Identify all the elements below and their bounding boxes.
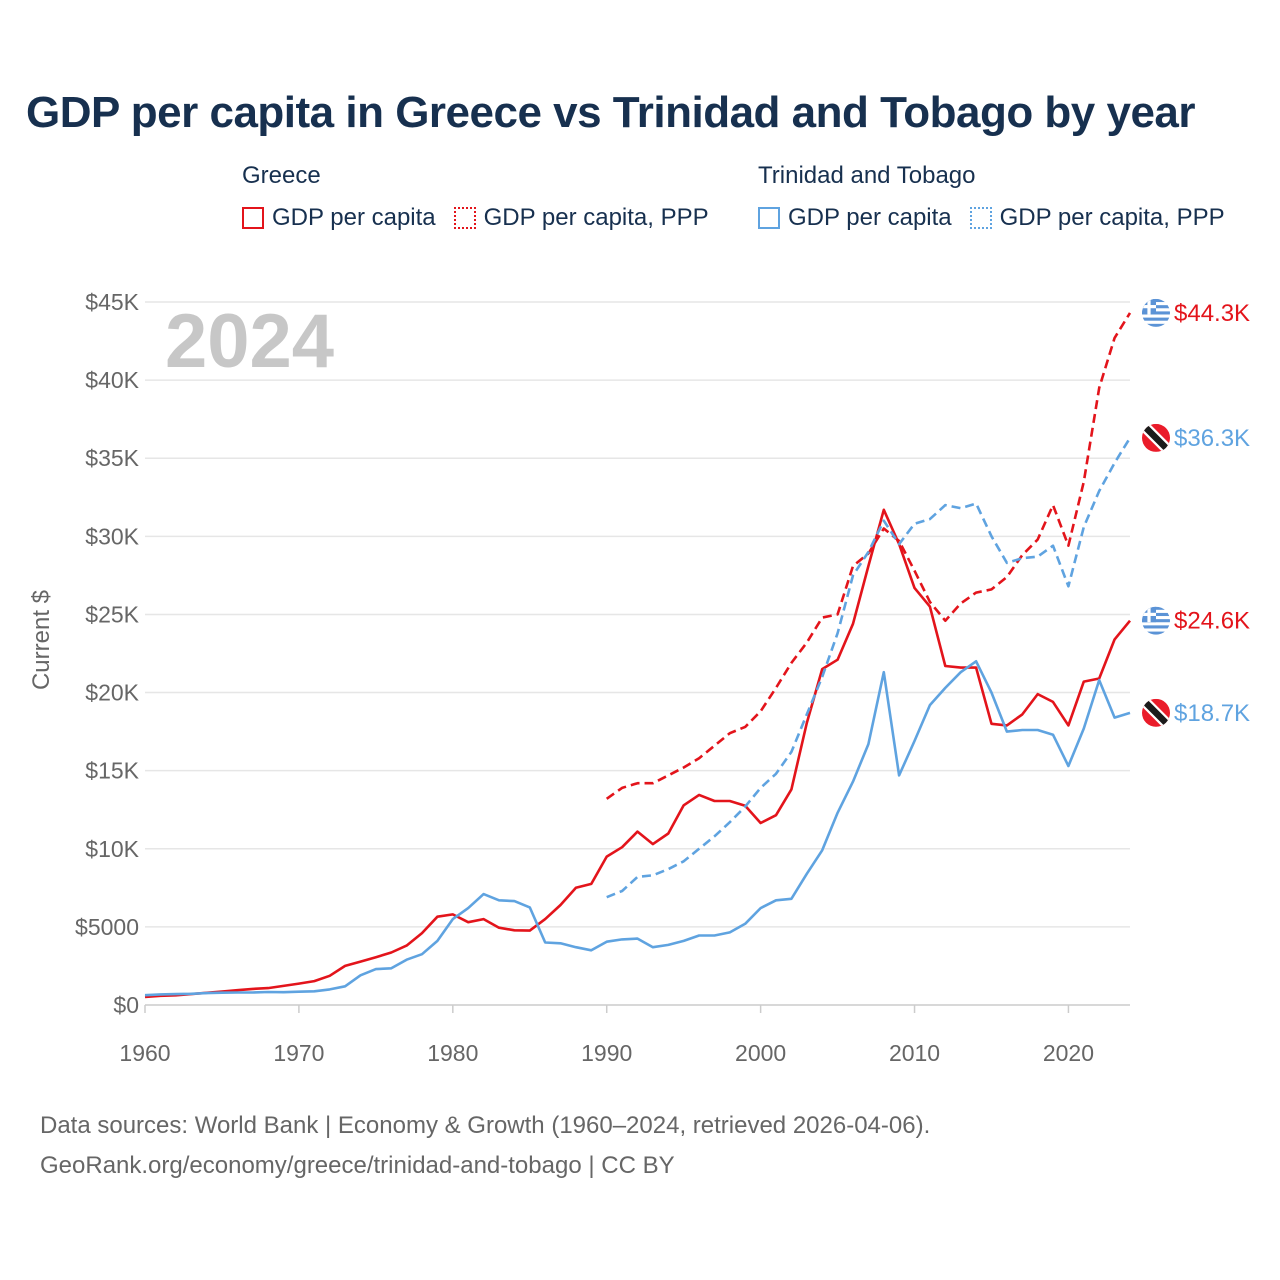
x-tick-label: 1990 <box>581 1040 632 1066</box>
y-tick-label: $10K <box>85 836 139 862</box>
legend-swatch-solid-icon <box>242 207 264 229</box>
y-tick-label: $0 <box>113 992 139 1018</box>
greece-flag-icon <box>1142 298 1170 327</box>
legend-item-tt-gdp[interactable]: GDP per capita <box>758 204 952 232</box>
legend-swatch-dotted-icon <box>969 207 992 229</box>
footer-source: Data sources: World Bank | Economy & Gro… <box>40 1112 931 1139</box>
greece-gdp-per-capita-ppp-line <box>605 312 1132 800</box>
legend-swatch-solid-icon <box>758 207 780 229</box>
trinidad-and-tobago-gdp-per-capita-line <box>144 660 1131 997</box>
legend-country-greece: Greece <box>242 162 321 189</box>
legend-item-tt-ppp[interactable]: GDP per capita, PPP <box>969 204 1225 232</box>
legend-greece: Greece GDP per capita GDP per capita, PP… <box>242 162 727 232</box>
end-value-label: $36.3K <box>1174 425 1250 452</box>
legend-label: GDP per capita, PPP <box>999 204 1225 231</box>
legend-label: GDP per capita <box>272 204 436 231</box>
legend-swatch-dotted-icon <box>453 207 476 229</box>
chart-title: GDP per capita in Greece vs Trinidad and… <box>26 88 1196 137</box>
x-tick-label: 1980 <box>427 1040 478 1066</box>
x-tick-label: 2020 <box>1043 1040 1094 1066</box>
greece-flag-icon <box>1142 606 1170 635</box>
trinidad-flag-icon <box>1142 698 1170 727</box>
footer: Data sources: World Bank | Economy & Gro… <box>40 1106 930 1186</box>
legend-label: GDP per capita, PPP <box>483 204 709 231</box>
legend-country-tt: Trinidad and Tobago <box>758 162 976 189</box>
y-tick-label: $5000 <box>75 914 139 940</box>
x-tick-label: 2010 <box>889 1040 940 1066</box>
legend-label: GDP per capita <box>788 204 952 231</box>
legend-item-greece-ppp[interactable]: GDP per capita, PPP <box>453 204 709 232</box>
y-tick-label: $40K <box>85 367 139 393</box>
y-tick-label: $30K <box>85 523 139 549</box>
end-value-label: $18.7K <box>1174 700 1250 727</box>
y-tick-label: $20K <box>85 680 139 706</box>
legend-item-greece-gdp[interactable]: GDP per capita <box>242 204 436 232</box>
trinidad-flag-icon <box>1142 423 1170 452</box>
y-tick-label: $25K <box>85 601 139 627</box>
y-tick-label: $45K <box>85 289 139 315</box>
footer-link[interactable]: GeoRank.org/economy/greece/trinidad-and-… <box>40 1152 675 1179</box>
trinidad-and-tobago-gdp-per-capita-ppp-line <box>606 437 1132 899</box>
y-tick-label: $15K <box>85 758 139 784</box>
x-tick-label: 1960 <box>119 1040 170 1066</box>
x-tick-label: 2000 <box>735 1040 786 1066</box>
x-tick-label: 1970 <box>273 1040 324 1066</box>
year-badge: 2024 <box>165 299 335 384</box>
y-tick-label: $35K <box>85 445 139 471</box>
end-value-label: $24.6K <box>1174 608 1250 635</box>
legend-tt: Trinidad and Tobago GDP per capita GDP p… <box>758 162 1243 232</box>
end-value-label: $44.3K <box>1174 300 1250 327</box>
greece-gdp-per-capita-line <box>144 508 1132 999</box>
